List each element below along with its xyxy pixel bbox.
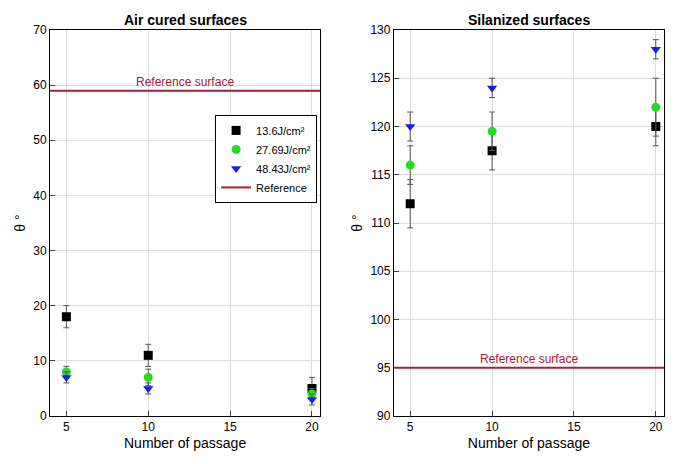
svg-text:20: 20 (305, 420, 319, 434)
svg-text:5: 5 (63, 420, 70, 434)
svg-text:125: 125 (370, 71, 390, 85)
svg-text:15: 15 (223, 420, 237, 434)
svg-text:20: 20 (649, 420, 663, 434)
svg-text:15: 15 (567, 420, 581, 434)
svg-text:10: 10 (33, 354, 47, 368)
svg-text:Reference surface: Reference surface (480, 352, 578, 366)
svg-text:105: 105 (370, 264, 390, 278)
svg-text:95: 95 (377, 361, 391, 375)
svg-text:30: 30 (33, 244, 47, 258)
svg-text:40: 40 (33, 189, 47, 203)
svg-text:Silanized surfaces: Silanized surfaces (468, 12, 590, 28)
svg-text:90: 90 (377, 409, 391, 423)
svg-text:10: 10 (485, 420, 499, 434)
svg-text:110: 110 (371, 216, 390, 230)
svg-text:θ °: θ ° (12, 214, 28, 231)
svg-text:50: 50 (33, 133, 47, 147)
svg-text:60: 60 (33, 78, 47, 92)
svg-text:115: 115 (371, 168, 390, 182)
svg-text:10: 10 (142, 420, 156, 434)
svg-text:100: 100 (370, 313, 390, 327)
svg-text:130: 130 (370, 23, 390, 37)
svg-text:48.43J/cm²: 48.43J/cm² (256, 163, 311, 175)
svg-text:Number of passage: Number of passage (468, 435, 590, 451)
svg-text:20: 20 (33, 299, 47, 313)
svg-text:Reference surface: Reference surface (136, 75, 234, 89)
svg-text:5: 5 (407, 420, 414, 434)
svg-text:Air cured surfaces: Air cured surfaces (124, 12, 247, 28)
svg-text:70: 70 (33, 23, 47, 37)
svg-text:120: 120 (370, 120, 390, 134)
svg-text:27.69J/cm²: 27.69J/cm² (256, 144, 311, 156)
svg-text:Number of passage: Number of passage (124, 435, 246, 451)
svg-text:0: 0 (40, 409, 47, 423)
svg-text:Reference: Reference (256, 182, 307, 194)
svg-text:13.6J/cm²: 13.6J/cm² (256, 125, 305, 137)
svg-text:θ °: θ ° (349, 214, 365, 231)
